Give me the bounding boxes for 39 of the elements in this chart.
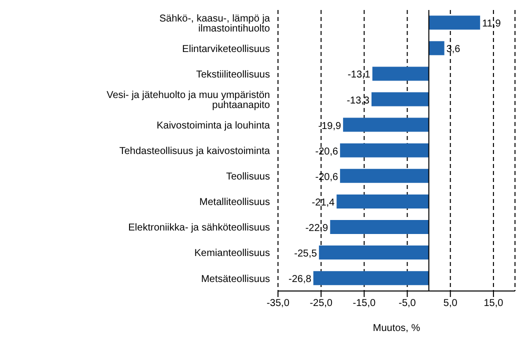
y-tick-label: Tekstiiliteollisuus <box>196 69 270 80</box>
bar <box>318 246 429 260</box>
bar <box>340 168 429 183</box>
data-label: -26,8 <box>288 274 312 286</box>
data-label: -13,3 <box>346 95 370 106</box>
bar <box>428 16 480 30</box>
bar <box>372 66 429 81</box>
data-label: -20,6 <box>315 172 338 183</box>
data-label: 11,9 <box>482 18 502 30</box>
bar <box>340 143 429 158</box>
x-tick-label: -5,0 <box>398 298 416 310</box>
x-axis-title: Muutos, % <box>372 323 420 334</box>
y-tick-label: Metsäteollisuus <box>201 274 270 285</box>
y-tick-label: Kaivostoiminta ja louhinta <box>156 120 270 132</box>
x-tick-label: -15,0 <box>352 298 376 310</box>
bar <box>372 92 429 106</box>
bar <box>336 194 429 208</box>
bar <box>343 118 429 132</box>
y-tick-label: Tehdasteollisuus ja kaivostoiminta <box>119 146 270 158</box>
data-label: -13,1 <box>348 70 371 81</box>
data-label: -20,6 <box>315 146 338 158</box>
data-label: -25,5 <box>294 248 318 260</box>
x-tick-label: -25,0 <box>310 298 333 310</box>
bar <box>313 271 429 286</box>
y-tick-label: Metalliteollisuus <box>199 197 270 208</box>
y-tick-label: Kemianteollisuus <box>194 248 270 260</box>
data-label: -22,9 <box>305 222 329 234</box>
data-label: -19,9 <box>318 120 342 132</box>
y-tick-label: Vesi- ja jätehuolto ja muu ympäristön puhtaanapito <box>106 90 270 111</box>
y-tick-label: Sähkö-, kaasu-, lämpö ja ilmastointihuolto <box>159 13 270 34</box>
bar <box>428 41 444 56</box>
y-tick-label: Teollisuus <box>226 172 270 183</box>
x-tick-label: 5,0 <box>443 298 458 310</box>
x-tick-label: -35,0 <box>266 298 290 310</box>
bar <box>330 220 429 234</box>
y-tick-label: Elektroniikka- ja sähköteollisuus <box>128 222 270 234</box>
x-tick-label: 15,0 <box>484 298 504 310</box>
y-tick-label: Elintarviketeollisuus <box>182 44 270 55</box>
data-label: -21,4 <box>312 197 336 208</box>
